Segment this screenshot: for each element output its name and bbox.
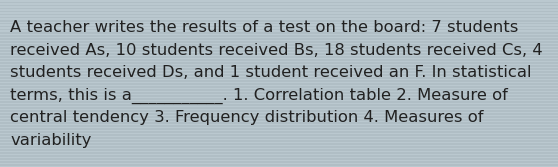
Bar: [0, 10, 558, 11]
Bar: [0, 78, 558, 80]
Bar: [0, 88, 558, 89]
Bar: [0, 126, 558, 128]
Bar: [0, 162, 558, 164]
Text: A teacher writes the results of a test on the board: 7 students: A teacher writes the results of a test o…: [10, 20, 518, 35]
Text: terms, this is a___________. 1. Correlation table 2. Measure of: terms, this is a___________. 1. Correlat…: [10, 88, 508, 104]
Bar: [0, 94, 558, 95]
Bar: [0, 100, 558, 101]
Bar: [0, 72, 558, 74]
Bar: [0, 19, 558, 20]
Bar: [0, 91, 558, 92]
Bar: [0, 34, 558, 35]
Bar: [0, 103, 558, 104]
Bar: [0, 112, 558, 113]
Bar: [0, 28, 558, 29]
Text: variability: variability: [10, 133, 92, 147]
Text: students received Ds, and 1 student received an F. In statistical: students received Ds, and 1 student rece…: [10, 65, 532, 80]
Bar: [0, 4, 558, 5]
Bar: [0, 153, 558, 155]
Bar: [0, 106, 558, 107]
Bar: [0, 22, 558, 23]
Bar: [0, 115, 558, 116]
Bar: [0, 129, 558, 131]
Bar: [0, 42, 558, 44]
Bar: [0, 75, 558, 77]
Bar: [0, 144, 558, 146]
Bar: [0, 69, 558, 71]
Bar: [0, 121, 558, 122]
Bar: [0, 60, 558, 62]
Bar: [0, 97, 558, 98]
Bar: [0, 147, 558, 149]
Bar: [0, 135, 558, 137]
Bar: [0, 48, 558, 50]
Bar: [0, 156, 558, 158]
Bar: [0, 37, 558, 38]
Bar: [0, 159, 558, 161]
Text: central tendency 3. Frequency distribution 4. Measures of: central tendency 3. Frequency distributi…: [10, 110, 484, 125]
Bar: [0, 165, 558, 167]
Bar: [0, 141, 558, 143]
Bar: [0, 109, 558, 110]
Bar: [0, 16, 558, 17]
Bar: [0, 7, 558, 8]
Bar: [0, 13, 558, 14]
Bar: [0, 63, 558, 65]
Bar: [0, 51, 558, 53]
Bar: [0, 150, 558, 152]
Bar: [0, 138, 558, 140]
Bar: [0, 124, 558, 125]
Bar: [0, 118, 558, 119]
Bar: [0, 31, 558, 32]
Bar: [0, 132, 558, 134]
Text: received As, 10 students received Bs, 18 students received Cs, 4: received As, 10 students received Bs, 18…: [10, 43, 543, 58]
Bar: [0, 25, 558, 26]
Bar: [0, 81, 558, 83]
Bar: [0, 40, 558, 41]
Bar: [0, 66, 558, 68]
Bar: [0, 1, 558, 2]
Bar: [0, 57, 558, 59]
Bar: [0, 54, 558, 56]
Bar: [0, 45, 558, 47]
Bar: [0, 85, 558, 86]
